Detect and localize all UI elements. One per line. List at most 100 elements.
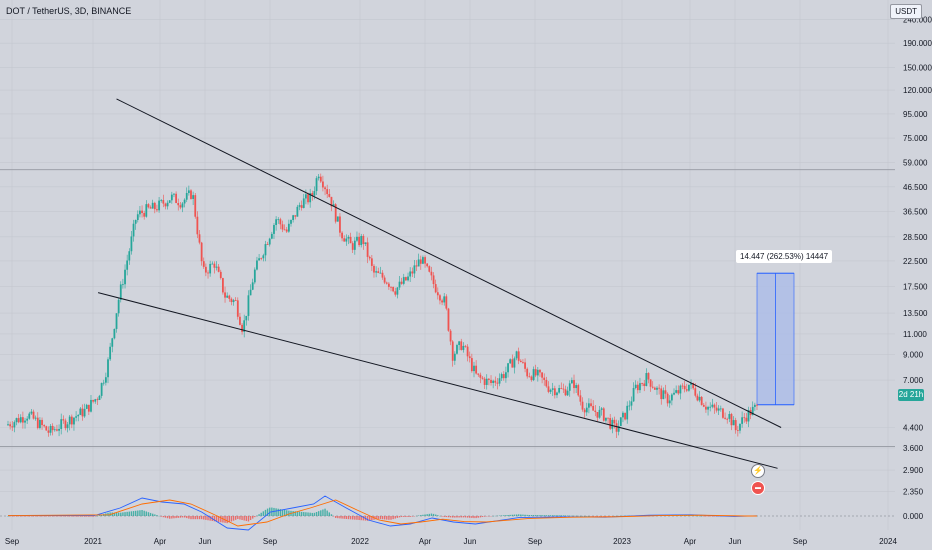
macd-histogram-bar [388, 516, 390, 520]
candle [473, 365, 475, 372]
macd-histogram-bar [345, 516, 348, 519]
lightning-icon[interactable]: ⚡ [751, 464, 765, 478]
macd-histogram-bar [405, 516, 407, 517]
macd-histogram-bar [430, 513, 433, 516]
candle [87, 404, 90, 412]
candle [517, 351, 520, 361]
candle [498, 378, 501, 384]
candle [136, 214, 139, 221]
candle [115, 313, 118, 329]
candle [736, 430, 739, 431]
macd-histogram-bar [75, 516, 77, 517]
candle [185, 193, 188, 200]
macd-histogram-bar [452, 516, 454, 518]
macd-histogram-bar [377, 516, 379, 520]
candle [258, 258, 260, 261]
macd-histogram-bar [230, 516, 233, 522]
time-axis[interactable]: Sep 2021 Apr Jun Sep 2022 Apr Jun Sep 2023 Apr Jun S… [5, 537, 898, 546]
macd-histogram-bar [307, 512, 309, 516]
candle [290, 220, 292, 224]
candle [475, 365, 478, 374]
x-tick-label: Jun [729, 537, 742, 546]
candle [370, 258, 373, 266]
candle [43, 425, 46, 427]
price-axis[interactable]: 240.000 190.000 150.000 120.000 95.000 75.000… [903, 15, 932, 521]
macd-histogram-bar [77, 516, 79, 517]
symbol-title[interactable]: DOT / TetherUS, 3D, BINANCE [6, 6, 132, 16]
us-flag-icon[interactable]: ▬ [751, 481, 765, 495]
macd-histogram-bar [279, 509, 282, 516]
candle [64, 420, 67, 429]
macd-histogram-bar [349, 516, 352, 520]
candle [351, 243, 354, 250]
candle [611, 419, 614, 429]
candle [196, 216, 199, 235]
macd-histogram-bar [341, 516, 343, 519]
macd-histogram-bar [458, 516, 460, 518]
x-tick-label: Sep [5, 537, 20, 546]
candle [311, 193, 314, 196]
macd-histogram-bar [554, 515, 556, 516]
candle [151, 202, 154, 209]
candle [443, 296, 446, 303]
trendline-lower [97, 292, 778, 469]
candle [588, 403, 590, 408]
macd-histogram-bar [360, 516, 362, 521]
candle [122, 284, 124, 286]
candle [330, 196, 333, 207]
macd-histogram-bar [296, 511, 299, 516]
candle [456, 345, 458, 354]
candle [490, 379, 492, 384]
macd-histogram-bar [100, 514, 103, 516]
y-tick-label: 11.000 [903, 330, 927, 339]
candle [673, 392, 675, 395]
candle [658, 387, 661, 389]
macd-histogram-bar [151, 513, 154, 516]
macd-histogram-bar [500, 515, 503, 516]
candle [134, 220, 137, 224]
candle [300, 205, 303, 208]
candle [390, 286, 392, 288]
y-tick-label: 13.500 [903, 309, 928, 318]
candle [373, 265, 375, 273]
candle [366, 242, 369, 257]
macd-histogram-bar [441, 516, 443, 517]
candle [411, 271, 414, 274]
candle [28, 413, 31, 419]
candle [143, 213, 146, 217]
candle [268, 238, 271, 245]
candle [141, 210, 143, 214]
candle [170, 194, 173, 201]
macd-histogram-bar [186, 516, 188, 519]
candle [94, 399, 97, 402]
macd-histogram-bar [294, 511, 296, 516]
macd-histogram-bar [449, 516, 452, 518]
trendlines[interactable] [97, 98, 782, 469]
candle [536, 369, 539, 376]
measure-label: 14.447 (262.53%) 14447 [736, 250, 833, 263]
candle [251, 282, 254, 290]
candle [215, 266, 218, 268]
macd-histogram-bar [462, 516, 465, 518]
candle [113, 328, 116, 339]
macd-histogram-bar [434, 514, 437, 516]
macd-histogram-bar [220, 516, 222, 523]
candle [317, 176, 320, 179]
candle [239, 316, 241, 325]
candle [341, 232, 343, 239]
candle [332, 204, 335, 207]
currency-unit-button[interactable]: USDT [890, 4, 922, 19]
candle [96, 399, 99, 401]
macd-histogram-bar [358, 516, 360, 520]
x-tick-label: 2021 [84, 537, 102, 546]
candle [526, 368, 529, 377]
candle [679, 385, 682, 394]
candle [236, 300, 239, 317]
candle [392, 286, 395, 292]
macd-histogram-bar [239, 516, 241, 520]
candle [719, 408, 722, 410]
measure-range[interactable] [756, 272, 795, 406]
macd-histogram-bar [469, 516, 471, 518]
macd-histogram-bar [466, 516, 469, 518]
